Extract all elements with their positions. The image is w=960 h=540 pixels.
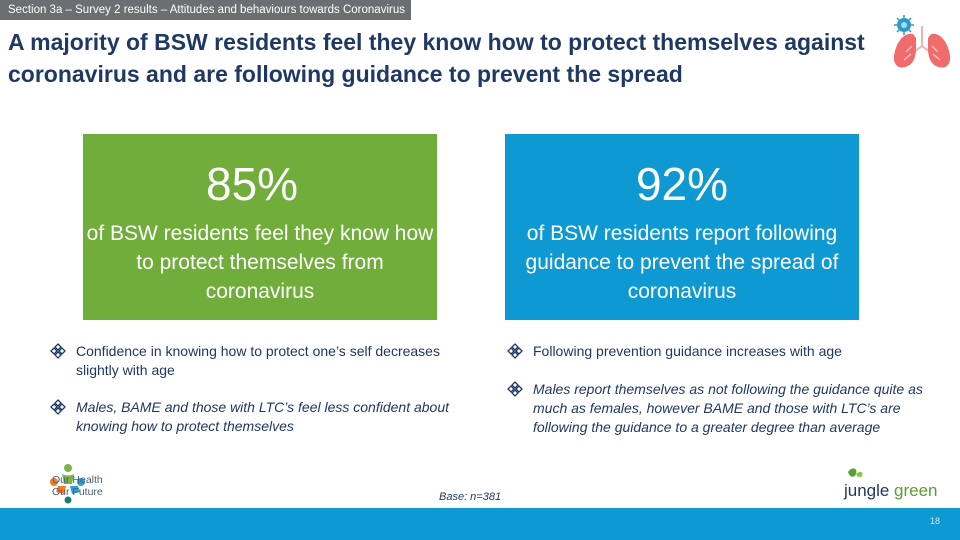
diamond-bullet-icon [50, 399, 66, 415]
diamond-bullet-icon [507, 343, 523, 359]
list-item: Confidence in knowing how to protect one… [50, 342, 470, 380]
bullet-list-left-2: Males, BAME and those with LTC’s feel le… [50, 398, 470, 436]
list-item: Males, BAME and those with LTC’s feel le… [50, 398, 470, 436]
list-item: Following prevention guidance increases … [507, 342, 927, 361]
bullet-list-right-1: Following prevention guidance increases … [507, 342, 927, 361]
diamond-bullet-icon [50, 343, 66, 359]
footer-bar [0, 508, 960, 540]
lungs-virus-icon [893, 15, 951, 68]
list-item: Males report themselves as not following… [507, 380, 927, 437]
our-health-our-future-logo [50, 464, 85, 504]
base-note: Base: n=381 [439, 491, 502, 503]
stat-percent-protect: 85% [206, 158, 299, 210]
section-tag: Section 3a – Survey 2 results – Attitude… [0, 0, 411, 20]
bullet-list-left-1: Confidence in knowing how to protect one… [50, 342, 470, 380]
bullet-list-right-2: Males report themselves as not following… [507, 380, 927, 437]
logo-word-1: jungle [843, 481, 889, 500]
diamond-bullet-icon [507, 381, 523, 397]
stat-description-protect: of BSW residents feel they know how to p… [86, 222, 434, 303]
bullet-text: Males, BAME and those with LTC’s feel le… [76, 399, 450, 434]
logo-word-2: green [894, 481, 937, 500]
stat-percent-guidance: 92% [635, 158, 729, 210]
jungle-green-logo: jungle green [843, 468, 937, 500]
logo-line-2: Our Future [52, 486, 103, 498]
stat-description-guidance: of BSW residents report following guidan… [525, 222, 839, 303]
bullet-text: Confidence in knowing how to protect one… [76, 343, 440, 378]
stat-box-guidance: 92% of BSW residents report following gu… [505, 134, 859, 320]
logo-text: Our Health Our Future [52, 474, 103, 498]
logo-line-1: Our Health [52, 474, 103, 486]
page-title: A majority of BSW residents feel they kn… [8, 29, 865, 87]
bullet-text: Following prevention guidance increases … [533, 343, 842, 359]
bullet-text: Males report themselves as not following… [533, 381, 923, 435]
page-number: 18 [929, 516, 940, 526]
stat-box-protect: 85% of BSW residents feel they know how … [83, 134, 437, 320]
